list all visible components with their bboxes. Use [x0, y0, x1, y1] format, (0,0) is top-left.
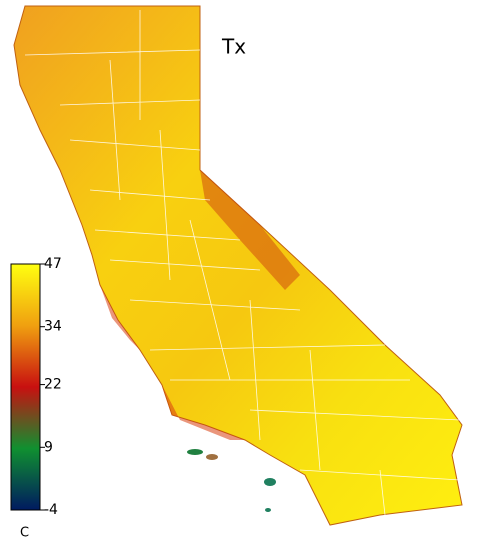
sierra-band — [200, 170, 300, 290]
island — [264, 478, 276, 486]
island — [187, 449, 203, 455]
map-title: Tx — [221, 35, 246, 59]
california — [13, 5, 463, 526]
county-lines — [24, 10, 461, 516]
colorbar-unit: C — [20, 526, 29, 541]
colorbar-tick-label: -4 — [44, 502, 58, 518]
colorbar-tick-label: 47 — [44, 256, 62, 272]
colorbar-tick-label: 34 — [44, 319, 62, 335]
island — [206, 454, 218, 460]
colorbar-tick-label: 22 — [44, 377, 62, 393]
island — [265, 508, 271, 512]
state-shape — [13, 5, 463, 526]
coastal-band — [100, 285, 245, 440]
colorbar-tick-label: 9 — [44, 439, 53, 455]
colorbar — [10, 263, 41, 511]
